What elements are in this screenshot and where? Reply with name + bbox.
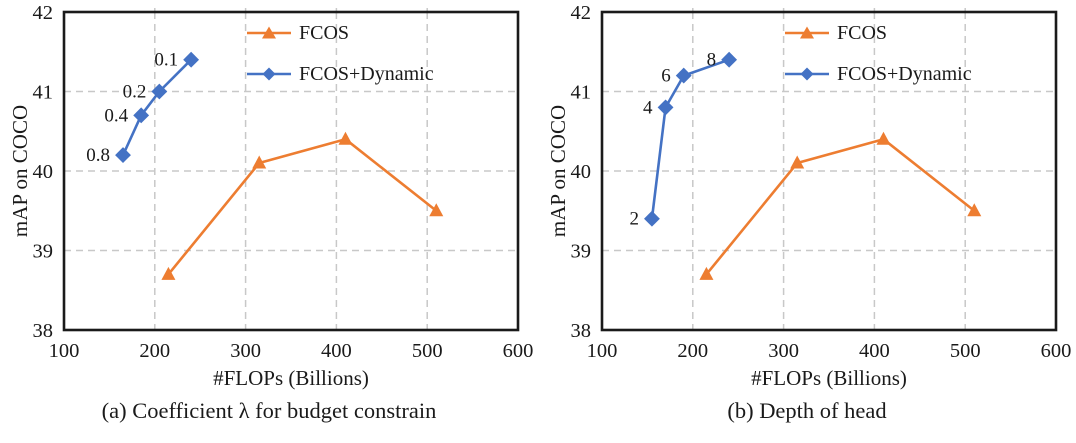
FCOS-line (167, 137, 438, 276)
fcos-dynamic-line-swatch-icon (247, 67, 291, 81)
plot-border (600, 10, 1058, 332)
x-tick-label: 600 (503, 340, 534, 362)
plot-border (62, 10, 520, 332)
FCOS+Dynamic-line (121, 58, 193, 157)
data-point-marker-diamond (657, 99, 674, 116)
x-tick-label: 100 (587, 340, 618, 362)
x-axis-title-b: #FLOPs (Billions) (751, 366, 907, 390)
x-tick-label: 300 (230, 340, 261, 362)
legend-label-fcos-dynamic-a: FCOS+Dynamic (299, 62, 434, 85)
FCOS+Dynamic-line (650, 58, 731, 220)
x-tick-label: 500 (950, 340, 981, 362)
x-tick-label: 300 (768, 340, 799, 362)
data-point-marker-triangle (699, 266, 714, 280)
legend-label-fcos-b: FCOS (837, 21, 888, 44)
fcos-dynamic-line-swatch-icon (785, 67, 829, 81)
FCOS-line (705, 137, 976, 276)
y-axis-title-a: mAP on COCO (8, 104, 32, 238)
legend-label-fcos-a: FCOS (299, 21, 350, 44)
x-tick-label: 200 (139, 340, 170, 362)
data-point-label: 0.4 (104, 105, 128, 126)
y-tick-label: 38 (571, 320, 592, 342)
x-tick-label: 100 (49, 340, 80, 362)
plot-area-a: 100 200 300 400 500 600 38 39 40 41 42 0.8 0.40.2 0.1 (33, 2, 534, 362)
data-point-marker-triangle (967, 203, 982, 217)
legend-item-fcos-a: FCOS (246, 18, 434, 48)
y-tick-label: 41 (33, 82, 54, 104)
plot-area-b: 100 200 300 400 500 600 38 39 40 41 42 2 46 8 (571, 2, 1072, 362)
fcos-line-swatch-icon (785, 26, 829, 39)
y-tick-label: 42 (571, 2, 592, 24)
data-point-marker-triangle (252, 155, 267, 169)
fcos-line-swatch-icon (247, 26, 291, 39)
x-tick-label: 200 (677, 340, 708, 362)
y-tick-label: 38 (33, 320, 54, 342)
y-tick-label: 39 (33, 241, 54, 263)
x-tick-label: 400 (321, 340, 352, 362)
data-point-marker-diamond (675, 67, 692, 84)
chart-panel-b: 100 200 300 400 500 600 38 39 40 41 42 2 4 6 8 mAP on … (538, 0, 1076, 443)
legend-item-fcos-dynamic-b: FCOS+Dynamic (784, 59, 972, 89)
y-tick-label: 39 (571, 241, 592, 263)
subfigure-caption-a: (a) Coefficient λ for budget constrain (101, 398, 437, 423)
data-point-marker-diamond (721, 51, 738, 68)
data-point-marker-triangle (161, 266, 176, 280)
data-point-label: 2 (629, 209, 639, 230)
data-point-marker-triangle (338, 131, 353, 145)
data-point-label: 0.2 (123, 82, 147, 103)
x-tick-label: 600 (1041, 340, 1072, 362)
data-point-label: 0.8 (86, 145, 110, 166)
legend-label-fcos-dynamic-b: FCOS+Dynamic (837, 62, 972, 85)
y-tick-label: 40 (33, 161, 54, 183)
data-point-label: 0.1 (154, 50, 178, 71)
data-point-label: 6 (661, 66, 671, 87)
x-axis-title-a: #FLOPs (Billions) (213, 366, 369, 390)
y-tick-label: 41 (571, 82, 592, 104)
x-tick-label: 400 (859, 340, 890, 362)
y-tick-label: 40 (571, 161, 592, 183)
data-point-label: 4 (643, 97, 653, 118)
y-tick-label: 42 (33, 2, 54, 24)
chart-panel-a: 100 200 300 400 500 600 38 39 40 41 42 0.8 0.4 0.2 0.1… (8, 2, 534, 423)
legend-item-fcos-b: FCOS (784, 18, 972, 48)
y-axis-title-b: mAP on COCO (546, 104, 570, 238)
data-point-marker-triangle (876, 131, 891, 145)
subfigure-caption-b: (b) Depth of head (727, 398, 887, 423)
data-point-label: 8 (707, 50, 717, 71)
legend-b: FCOS FCOS+Dynamic (784, 18, 972, 89)
data-point-marker-diamond (644, 210, 660, 227)
data-point-marker-diamond (115, 147, 131, 164)
data-point-marker-triangle (790, 155, 805, 169)
data-point-marker-triangle (429, 203, 444, 217)
x-tick-label: 500 (412, 340, 443, 362)
legend-item-fcos-dynamic-a: FCOS+Dynamic (246, 59, 434, 89)
legend-a: FCOS FCOS+Dynamic (246, 18, 434, 89)
